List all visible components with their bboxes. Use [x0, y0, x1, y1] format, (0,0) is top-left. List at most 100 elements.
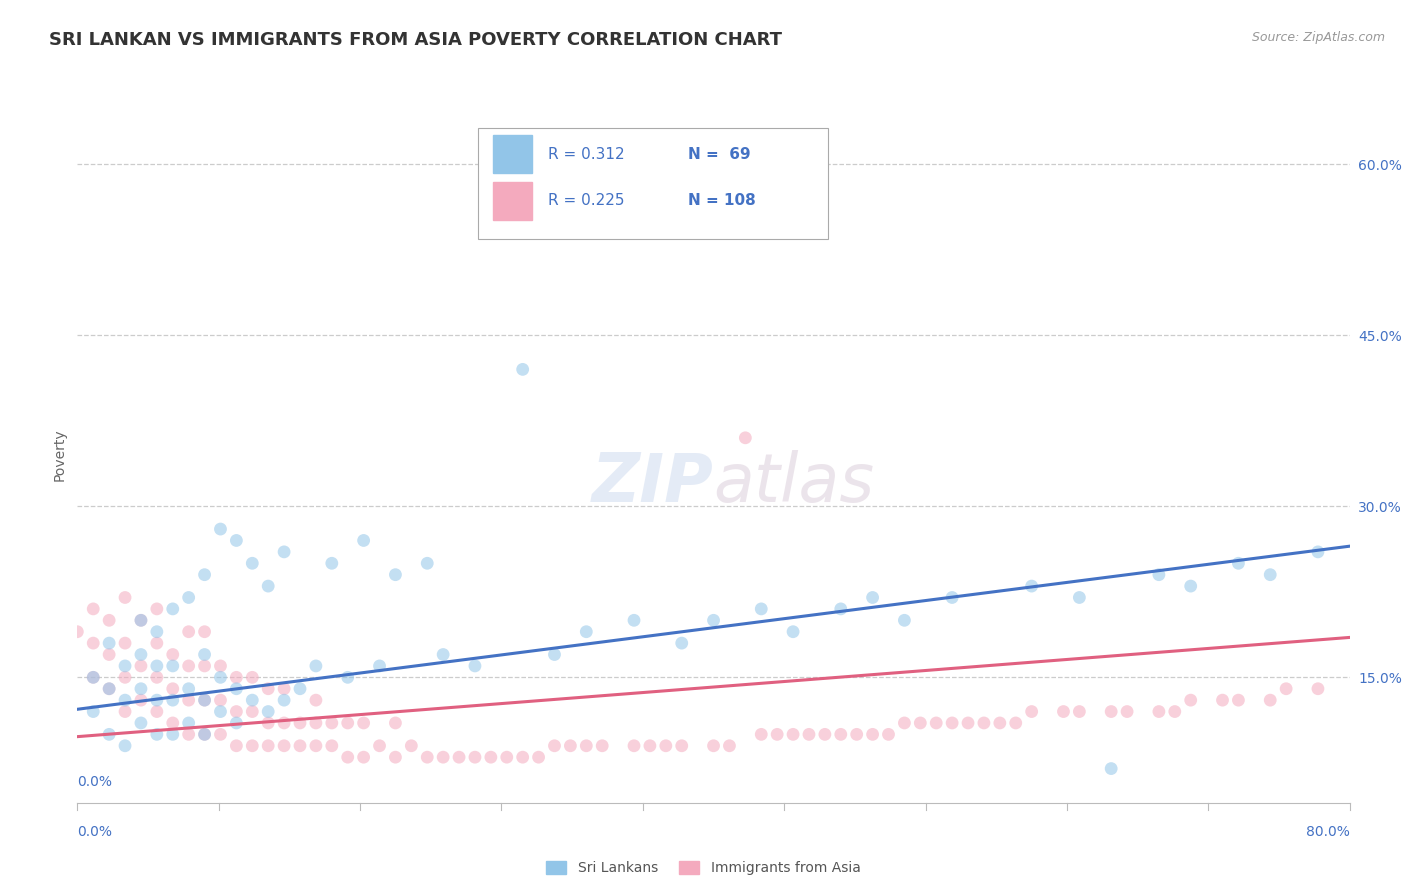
Point	[305, 693, 328, 707]
Point	[146, 670, 169, 684]
Point	[623, 613, 645, 627]
Point	[527, 750, 550, 764]
Point	[479, 750, 502, 764]
Point	[257, 715, 280, 730]
Point	[1212, 693, 1234, 707]
Point	[194, 624, 217, 639]
Point	[98, 648, 121, 662]
Point	[114, 693, 136, 707]
Point	[82, 705, 104, 719]
Point	[1180, 693, 1202, 707]
Point	[82, 602, 104, 616]
Point	[129, 613, 152, 627]
Point	[194, 567, 217, 582]
Point	[209, 522, 232, 536]
Point	[718, 739, 741, 753]
FancyBboxPatch shape	[478, 128, 828, 239]
Point	[225, 670, 247, 684]
Point	[560, 739, 582, 753]
Point	[209, 727, 232, 741]
Point	[273, 715, 295, 730]
Bar	[494, 136, 531, 173]
Point	[814, 727, 837, 741]
Point	[98, 681, 121, 696]
Point	[225, 715, 247, 730]
Text: Source: ZipAtlas.com: Source: ZipAtlas.com	[1251, 31, 1385, 45]
Point	[146, 602, 169, 616]
Point	[162, 602, 184, 616]
Point	[146, 624, 169, 639]
Point	[782, 727, 804, 741]
Point	[240, 556, 263, 570]
Point	[957, 715, 980, 730]
Point	[353, 533, 375, 548]
Text: 0.0%: 0.0%	[77, 775, 112, 789]
Point	[862, 591, 884, 605]
Point	[98, 727, 121, 741]
Point	[129, 648, 152, 662]
Point	[129, 715, 152, 730]
Point	[384, 750, 406, 764]
Point	[1147, 705, 1170, 719]
Point	[273, 545, 295, 559]
Point	[384, 715, 406, 730]
Point	[543, 648, 565, 662]
Point	[129, 681, 152, 696]
Point	[830, 602, 852, 616]
Point	[177, 681, 200, 696]
Point	[1052, 705, 1074, 719]
Point	[288, 715, 311, 730]
Point	[305, 659, 328, 673]
Point	[162, 693, 184, 707]
Text: atlas: atlas	[714, 450, 875, 516]
Y-axis label: Poverty: Poverty	[52, 429, 66, 481]
Point	[209, 693, 232, 707]
Point	[273, 739, 295, 753]
Point	[194, 648, 217, 662]
Point	[368, 659, 391, 673]
Text: 80.0%: 80.0%	[1306, 825, 1350, 839]
Point	[194, 659, 217, 673]
Point	[655, 739, 678, 753]
Point	[830, 727, 852, 741]
Point	[1021, 579, 1043, 593]
Point	[336, 670, 359, 684]
Point	[82, 670, 104, 684]
Point	[910, 715, 932, 730]
Point	[1227, 693, 1250, 707]
Text: 0.0%: 0.0%	[77, 825, 112, 839]
Point	[82, 670, 104, 684]
Point	[353, 715, 375, 730]
Point	[416, 556, 439, 570]
Point	[464, 750, 486, 764]
Point	[240, 693, 263, 707]
Point	[146, 705, 169, 719]
Point	[384, 567, 406, 582]
Point	[1180, 579, 1202, 593]
Point	[973, 715, 995, 730]
Point	[146, 636, 169, 650]
Point	[129, 659, 152, 673]
Point	[288, 739, 311, 753]
Point	[432, 750, 454, 764]
Point	[845, 727, 868, 741]
Legend: Sri Lankans, Immigrants from Asia: Sri Lankans, Immigrants from Asia	[540, 855, 866, 880]
Point	[177, 659, 200, 673]
Point	[146, 693, 169, 707]
Point	[257, 681, 280, 696]
Text: R = 0.225: R = 0.225	[548, 194, 624, 209]
Point	[194, 727, 217, 741]
Point	[495, 750, 517, 764]
Point	[703, 613, 725, 627]
Text: N = 108: N = 108	[688, 194, 756, 209]
Point	[671, 636, 693, 650]
Point	[225, 533, 247, 548]
Point	[1099, 705, 1122, 719]
Point	[1275, 681, 1298, 696]
Point	[225, 739, 247, 753]
Point	[194, 727, 217, 741]
Point	[114, 636, 136, 650]
Point	[782, 624, 804, 639]
Point	[941, 591, 963, 605]
Point	[1021, 705, 1043, 719]
